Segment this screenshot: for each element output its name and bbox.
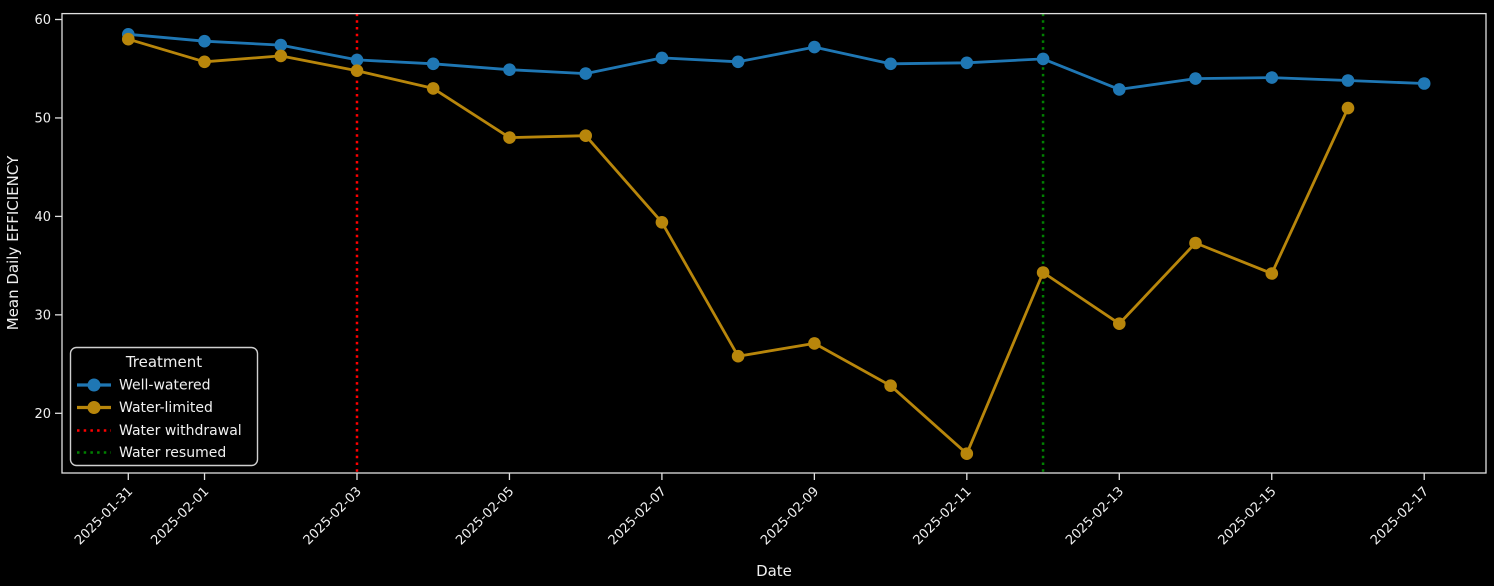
x-tick-label: 2025-01-31 xyxy=(72,484,136,548)
x-tick-label: 2025-02-11 xyxy=(911,484,975,548)
data-point-well-watered xyxy=(503,63,516,76)
x-tick-label: 2025-02-09 xyxy=(758,484,822,548)
legend-box xyxy=(69,346,259,467)
water-limited-marker-icon xyxy=(87,401,101,414)
x-tick-label: 2025-02-13 xyxy=(1063,484,1127,548)
legend-label-water-limited: Water-limited xyxy=(119,400,213,416)
x-axis-label: Date xyxy=(756,562,792,580)
x-tick-label: 2025-02-01 xyxy=(148,484,212,548)
legend-item-water-limited: Water-limited xyxy=(77,400,213,416)
x-tick-label: 2025-02-15 xyxy=(1216,484,1280,548)
data-point-water-limited xyxy=(960,447,974,461)
data-point-water-limited xyxy=(655,216,669,229)
y-tick-label: 50 xyxy=(34,111,51,126)
data-point-water-limited xyxy=(731,349,745,363)
legend-label-well-watered: Well-watered xyxy=(119,378,211,394)
legend-title: Treatment xyxy=(125,353,202,371)
data-point-well-watered xyxy=(1036,52,1050,66)
data-point-well-watered xyxy=(579,67,592,80)
legend-item-water-resumed: Water resumed xyxy=(77,445,226,461)
data-point-water-limited xyxy=(1036,266,1050,279)
data-point-well-watered xyxy=(808,40,821,54)
data-point-well-watered xyxy=(731,55,745,69)
x-tick-label: 2025-02-17 xyxy=(1368,484,1432,548)
data-point-well-watered xyxy=(1113,83,1126,96)
series-line-well-watered xyxy=(126,32,1426,91)
x-tick-label: 2025-02-03 xyxy=(301,484,365,548)
y-tick-label: 30 xyxy=(34,308,51,323)
plot-border xyxy=(61,12,1487,474)
data-point-well-watered xyxy=(198,34,211,48)
y-tick-label: 40 xyxy=(34,210,51,225)
data-point-well-watered xyxy=(884,57,897,71)
data-point-well-watered xyxy=(426,57,440,71)
data-point-water-limited xyxy=(1189,236,1202,250)
data-point-water-limited xyxy=(198,55,211,69)
data-point-water-limited xyxy=(1341,101,1355,115)
data-point-water-limited xyxy=(122,32,135,46)
data-point-water-limited xyxy=(1113,317,1126,331)
plot-area: 20 30 40 50 60 2025-01-31 2025-02-01 2025-02-03… xyxy=(34,12,1487,548)
legend: Treatment Well-watered Water-limited Wat… xyxy=(69,346,259,467)
x-tick-label: 2025-02-05 xyxy=(453,484,517,548)
data-point-well-watered xyxy=(960,56,974,70)
data-point-well-watered xyxy=(350,53,364,67)
data-point-water-limited xyxy=(808,337,821,350)
data-point-water-limited xyxy=(426,82,440,95)
well-watered-marker-icon xyxy=(87,378,101,392)
legend-label-water-resumed: Water resumed xyxy=(119,445,226,461)
y-axis-label: Mean Daily EFFICIENCY xyxy=(4,155,22,330)
data-point-well-watered xyxy=(1417,77,1431,90)
data-point-water-limited xyxy=(503,131,516,144)
data-point-water-limited xyxy=(1265,267,1279,280)
data-point-water-limited xyxy=(274,49,288,63)
series-line-water-limited xyxy=(126,37,1350,456)
legend-item-well-watered: Well-watered xyxy=(77,378,211,394)
data-point-water-limited xyxy=(579,129,592,142)
data-point-water-limited xyxy=(884,379,897,393)
data-point-well-watered xyxy=(655,51,669,65)
data-point-well-watered xyxy=(274,38,288,52)
data-point-water-limited xyxy=(350,64,364,77)
data-point-well-watered xyxy=(1341,74,1355,87)
y-tick-label: 20 xyxy=(34,407,51,422)
data-point-well-watered xyxy=(1265,71,1279,84)
y-tick-label: 60 xyxy=(34,13,51,28)
data-point-well-watered xyxy=(1189,72,1202,85)
legend-label-water-withdrawal: Water withdrawal xyxy=(119,423,242,439)
legend-item-water-withdrawal: Water withdrawal xyxy=(77,423,242,439)
x-tick-label: 2025-02-07 xyxy=(606,484,670,548)
